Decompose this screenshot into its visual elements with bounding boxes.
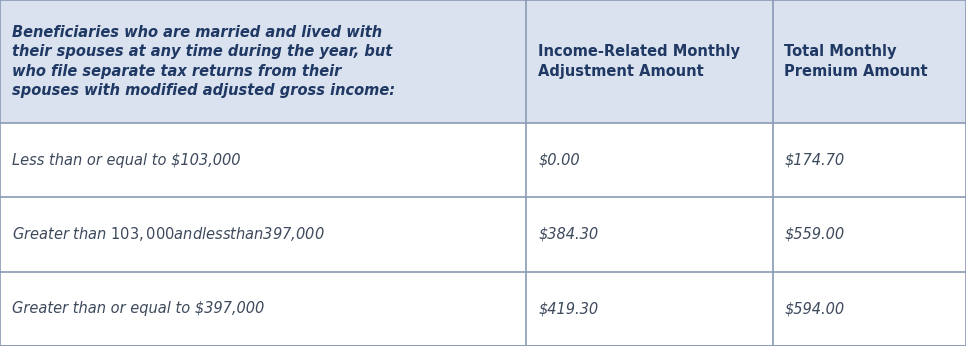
Text: Income-Related Monthly
Adjustment Amount: Income-Related Monthly Adjustment Amount: [538, 44, 740, 79]
Text: $384.30: $384.30: [538, 227, 598, 242]
Text: $559.00: $559.00: [784, 227, 844, 242]
Text: $594.00: $594.00: [784, 301, 844, 316]
Text: Less than or equal to $103,000: Less than or equal to $103,000: [12, 153, 241, 167]
Bar: [0, 0, 966, 123]
Text: $419.30: $419.30: [538, 301, 598, 316]
Text: $174.70: $174.70: [784, 153, 844, 167]
Text: Greater than $103,000 and less than $397,000: Greater than $103,000 and less than $397…: [12, 225, 325, 244]
Bar: [0, 123, 966, 197]
Text: Greater than or equal to $397,000: Greater than or equal to $397,000: [12, 301, 264, 316]
Text: Beneficiaries who are married and lived with
their spouses at any time during th: Beneficiaries who are married and lived …: [12, 25, 395, 98]
Bar: [0, 272, 966, 346]
Bar: [0, 197, 966, 272]
Text: $0.00: $0.00: [538, 153, 580, 167]
Text: Total Monthly
Premium Amount: Total Monthly Premium Amount: [784, 44, 928, 79]
